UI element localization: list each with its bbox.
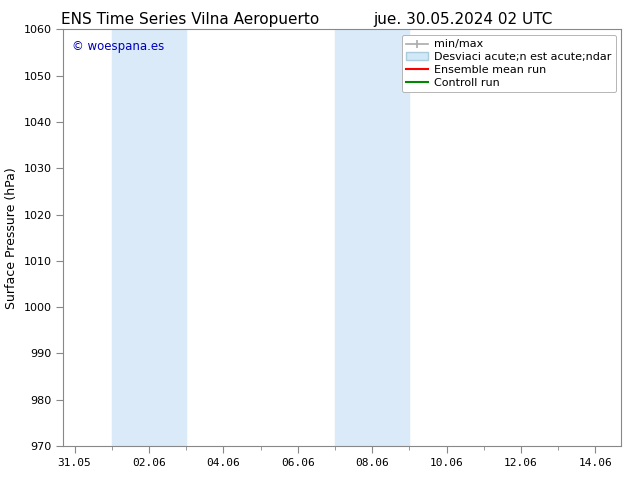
Bar	[112, 29, 186, 446]
Text: jue. 30.05.2024 02 UTC: jue. 30.05.2024 02 UTC	[373, 12, 552, 27]
Text: © woespana.es: © woespana.es	[72, 40, 164, 53]
Text: ENS Time Series Vilna Aeropuerto: ENS Time Series Vilna Aeropuerto	[61, 12, 320, 27]
Bar	[335, 29, 410, 446]
Y-axis label: Surface Pressure (hPa): Surface Pressure (hPa)	[5, 167, 18, 309]
Legend: min/max, Desviaci acute;n est acute;ndar, Ensemble mean run, Controll run: min/max, Desviaci acute;n est acute;ndar…	[402, 35, 616, 92]
